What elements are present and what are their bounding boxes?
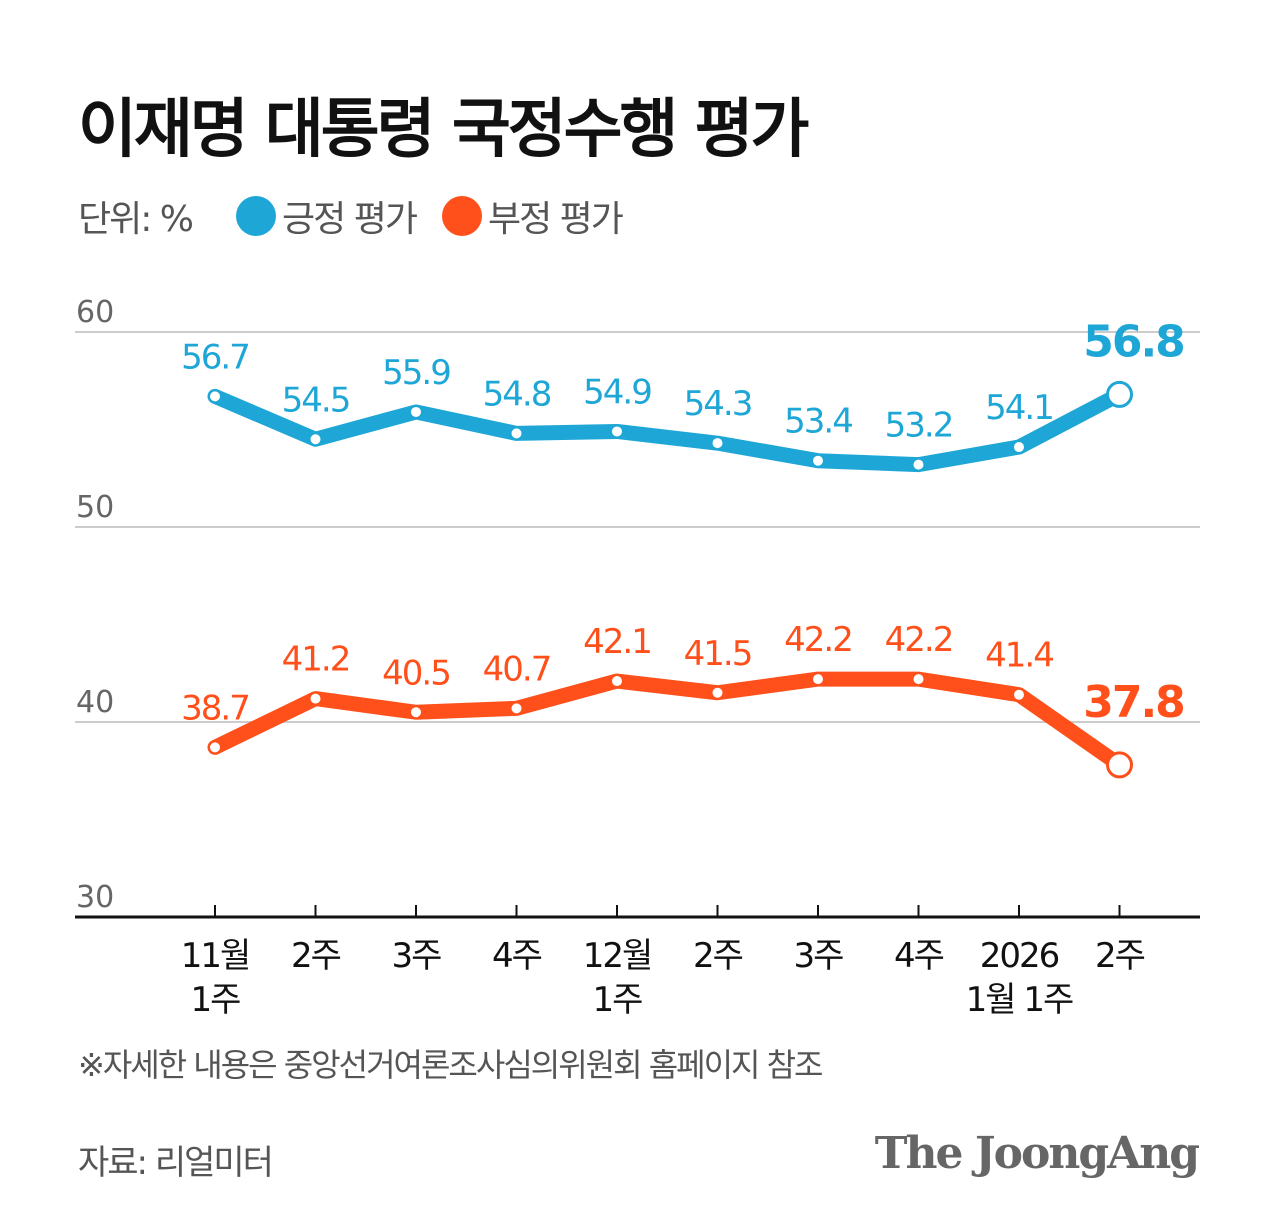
series-line-positive — [207, 386, 1127, 473]
data-label: 54.5 — [282, 380, 350, 420]
data-label: 55.9 — [382, 353, 450, 393]
data-label: 54.3 — [684, 384, 752, 424]
x-tick-label: 1주 — [593, 980, 643, 1020]
data-point — [1106, 380, 1133, 408]
data-point — [712, 438, 723, 449]
data-point — [1014, 689, 1024, 700]
chart-title: 이재명 대통령 국정수행 평가 — [78, 93, 809, 167]
data-point — [511, 703, 522, 714]
data-label: 37.8 — [1083, 677, 1184, 728]
data-label: 42.2 — [885, 620, 953, 660]
legend-item-negative: 부정 평가 — [441, 190, 624, 242]
data-label: 41.5 — [684, 634, 752, 674]
data-label: 41.2 — [282, 640, 350, 680]
x-tick-label: 4주 — [894, 936, 944, 976]
x-tick-label: 1주 — [191, 980, 241, 1020]
legend-dot-positive — [236, 196, 277, 236]
y-tick-label: 30 — [76, 880, 114, 915]
data-label: 38.7 — [181, 688, 249, 728]
data-label: 53.2 — [885, 406, 953, 446]
y-tick-label: 40 — [76, 685, 114, 720]
data-point — [411, 406, 421, 417]
data-point — [511, 428, 522, 439]
data-point — [712, 687, 723, 698]
data-label: 41.4 — [985, 636, 1053, 676]
publisher-logo: The JoongAng — [874, 1128, 1200, 1179]
x-tick-label: 2주 — [1095, 936, 1145, 976]
data-point — [913, 674, 924, 685]
data-label: 53.4 — [784, 402, 852, 442]
data-label: 40.7 — [483, 649, 551, 689]
data-point — [813, 674, 823, 685]
data-label: 42.2 — [784, 620, 852, 660]
legend-label-positive: 긍정 평가 — [282, 199, 418, 240]
legend: 단위: % 긍정 평가 부정 평가 — [78, 190, 624, 242]
data-label: 56.7 — [181, 337, 249, 377]
series-line-negative — [207, 671, 1127, 773]
x-tick-label: 3주 — [392, 936, 442, 976]
data-label: 54.8 — [483, 374, 551, 414]
data-label: 54.1 — [985, 388, 1053, 428]
data-point — [913, 459, 924, 470]
x-tick-label: 11월 — [181, 936, 250, 976]
x-tick-label: 12월 — [583, 936, 652, 976]
data-point — [612, 426, 622, 437]
data-point — [310, 693, 321, 704]
legend-dot-negative — [441, 196, 482, 236]
unit-label: 단위: % — [78, 199, 194, 240]
x-tick-label: 2주 — [291, 936, 341, 976]
x-tick-label: 2026 — [980, 936, 1059, 976]
data-label: 42.1 — [583, 622, 651, 662]
footnote: ※자세한 내용은 중앙선거여론조사심의위원회 홈페이지 참조 — [78, 1046, 824, 1084]
x-tick-label: 3주 — [794, 936, 844, 976]
data-label: 40.5 — [382, 653, 450, 693]
data-point — [1014, 442, 1024, 453]
data-point — [813, 455, 823, 466]
x-tick-label: 4주 — [492, 936, 542, 976]
x-tick-label: 1월 1주 — [966, 980, 1073, 1020]
data-point — [210, 742, 220, 753]
x-tick-label: 2주 — [693, 936, 743, 976]
data-label: 54.9 — [583, 372, 651, 412]
legend-item-positive: 긍정 평가 — [236, 190, 418, 242]
data-point — [310, 434, 321, 445]
y-tick-label: 50 — [76, 490, 114, 525]
legend-label-negative: 부정 평가 — [487, 199, 624, 240]
data-point — [411, 707, 421, 718]
data-point — [612, 676, 622, 687]
data-point — [1106, 751, 1133, 779]
y-tick-label: 60 — [76, 295, 114, 330]
data-label: 56.8 — [1083, 316, 1184, 367]
source: 자료: 리얼미터 — [78, 1143, 274, 1183]
data-point — [210, 391, 220, 402]
